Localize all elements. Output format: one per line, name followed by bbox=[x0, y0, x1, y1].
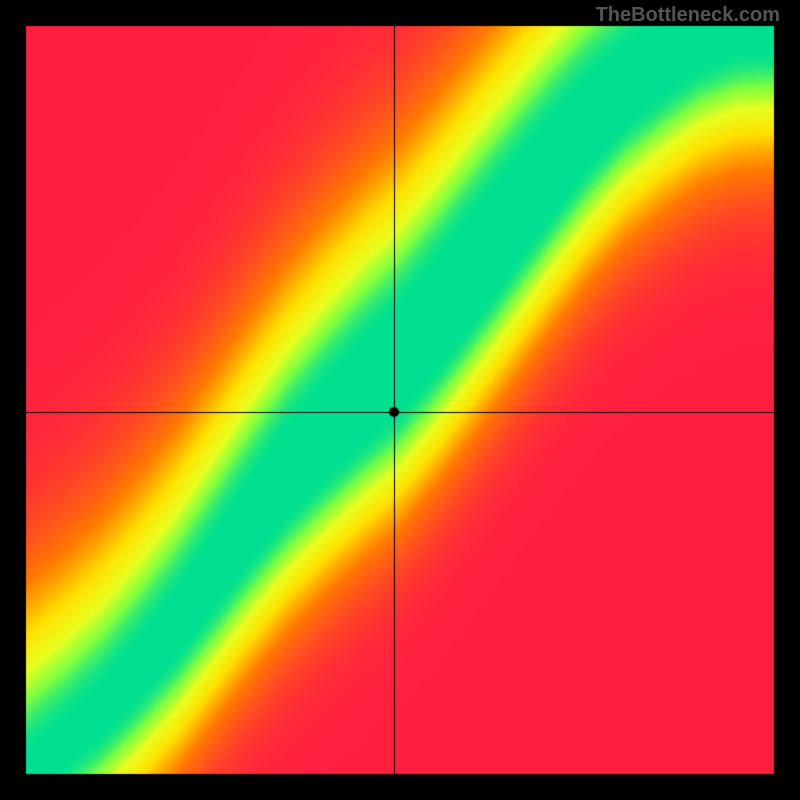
chart-container: TheBottleneck.com bbox=[0, 0, 800, 800]
heatmap-canvas bbox=[0, 0, 800, 800]
watermark-text: TheBottleneck.com bbox=[596, 4, 780, 27]
